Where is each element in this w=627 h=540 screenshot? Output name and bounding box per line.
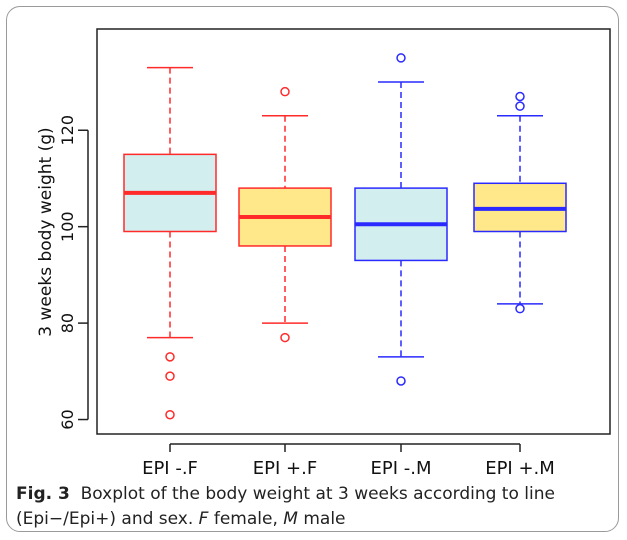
outlier-point-1	[165, 371, 175, 381]
y-tick-label-2: 100	[58, 211, 77, 242]
x-tick-label-0: EPI -.F	[142, 458, 198, 479]
outlier-point-0	[396, 53, 406, 63]
caption-female-word: female,	[208, 509, 284, 529]
boxes	[123, 53, 567, 420]
box-1	[238, 86, 332, 343]
x-tick-label-2: EPI -.M	[370, 458, 431, 479]
caption-male-abbr: M	[283, 509, 298, 529]
y-tick-label-0: 60	[58, 409, 77, 429]
y-axis-label: 3 weeks body weight (g)	[36, 127, 56, 336]
box-3	[473, 91, 567, 314]
figure-frame	[6, 6, 619, 532]
y-tick-label-3: 120	[58, 115, 77, 146]
y-tick-label-1: 80	[58, 313, 77, 333]
x-axis: EPI -.F EPI +.F EPI -.M EPI +.M	[142, 443, 555, 479]
boxplot-chart: 3 weeks body weight (g) 60 80 100 120 EPI -…	[36, 28, 611, 479]
outlier-point-0	[515, 91, 525, 102]
figure-label: Fig. 3	[16, 484, 70, 504]
outlier-point-2	[515, 303, 525, 314]
outlier-point-1	[396, 376, 406, 386]
outlier-point-1	[280, 332, 290, 343]
caption-female-abbr: F	[198, 509, 209, 529]
box-0	[123, 66, 217, 420]
figure-caption: Fig. 3 Boxplot of the body weight at 3 w…	[16, 482, 616, 532]
x-tick-label-1: EPI +.F	[253, 458, 317, 479]
y-axis: 60 80 100 120	[58, 115, 89, 430]
caption-male-word: male	[297, 509, 346, 529]
plot-area	[96, 28, 611, 435]
outlier-point-1	[515, 101, 525, 111]
outlier-point-2	[165, 409, 175, 420]
x-tick-label-3: EPI +.M	[485, 458, 555, 479]
box-2	[354, 53, 448, 386]
outlier-point-0	[165, 352, 175, 362]
outlier-point-0	[280, 86, 290, 97]
caption-text: Boxplot of the body weight at 3 weeks ac…	[16, 484, 555, 529]
